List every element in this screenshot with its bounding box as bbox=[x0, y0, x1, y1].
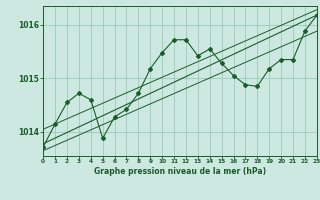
X-axis label: Graphe pression niveau de la mer (hPa): Graphe pression niveau de la mer (hPa) bbox=[94, 167, 266, 176]
